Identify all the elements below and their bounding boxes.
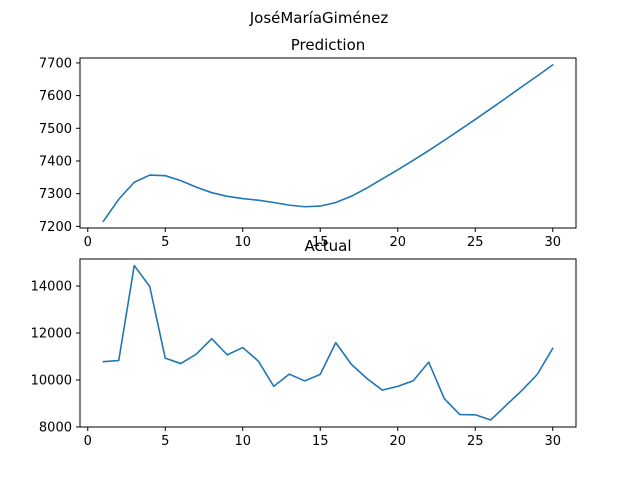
prediction-x-tick-label: 25 <box>467 235 484 250</box>
prediction-series-line <box>102 64 554 223</box>
prediction-y-tick-label: 7700 <box>39 56 72 71</box>
prediction-axes-frame <box>79 57 577 229</box>
prediction-y-tick-label: 7500 <box>39 122 72 137</box>
prediction-x-tick-label: 30 <box>544 235 561 250</box>
actual-axes-frame <box>79 258 577 428</box>
prediction-x-tick-label: 20 <box>389 235 406 250</box>
prediction-x-tick-label: 15 <box>312 235 329 250</box>
prediction-x-tick-label: 0 <box>84 235 92 250</box>
prediction-y-tick-label: 7300 <box>39 187 72 202</box>
prediction-y-tick-label: 7200 <box>39 220 72 235</box>
actual-title: Actual <box>305 237 352 255</box>
actual-y-tick-label: 8000 <box>39 421 72 436</box>
figure-suptitle: JoséMaríaGiménez <box>249 9 389 27</box>
actual-x-tick-label: 0 <box>84 434 92 449</box>
prediction-x-tick-label: 5 <box>161 235 169 250</box>
actual-axes: Actual 0 5 10 15 20 25 30 8000 10000 12000 14000 <box>31 237 577 449</box>
prediction-y-tick-label: 7600 <box>39 89 72 104</box>
prediction-axes: Prediction 0 5 10 15 20 25 30 7200 7300 7400 7500 76… <box>39 36 577 250</box>
actual-x-tick-label: 25 <box>467 434 484 449</box>
actual-series-line <box>102 264 554 421</box>
prediction-x-tick-label: 10 <box>234 235 251 250</box>
actual-x-tick-label: 15 <box>312 434 329 449</box>
actual-y-tick-label: 10000 <box>31 374 72 389</box>
prediction-title: Prediction <box>291 36 366 54</box>
actual-x-tick-label: 10 <box>234 434 251 449</box>
actual-x-tick-label: 20 <box>389 434 406 449</box>
prediction-y-tick-label: 7400 <box>39 154 72 169</box>
actual-y-tick-label: 12000 <box>31 327 72 342</box>
actual-x-tick-label: 30 <box>544 434 561 449</box>
actual-x-tick-label: 5 <box>161 434 169 449</box>
actual-y-tick-label: 14000 <box>31 280 72 295</box>
